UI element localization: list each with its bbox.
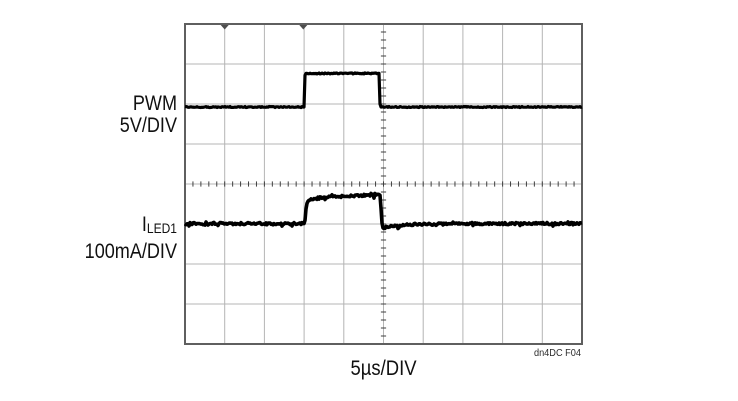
iled-trace-scale: 100mA/DIV bbox=[84, 240, 177, 264]
trigger-marker-icon bbox=[220, 25, 229, 30]
pwm-trace-label: PWM 5V/DIV bbox=[25, 93, 177, 137]
iled-symbol: I bbox=[141, 213, 147, 236]
trace-iled1 bbox=[183, 191, 583, 231]
figure-code: dn4DC F04 bbox=[533, 348, 581, 359]
iled-subscript: LED1 bbox=[146, 220, 177, 237]
graticule-border bbox=[184, 23, 583, 345]
scope-plot bbox=[183, 23, 584, 346]
iled-trace-label: ILED1 100mA/DIV bbox=[25, 213, 177, 263]
trace-pwm bbox=[184, 71, 583, 110]
top-edge-markers bbox=[220, 25, 308, 30]
scope-svg bbox=[183, 23, 583, 345]
time-scale-label: 5µs/DIV bbox=[350, 357, 417, 380]
pwm-trace-name: PWM bbox=[132, 92, 177, 115]
pwm-trace-scale: 5V/DIV bbox=[119, 114, 177, 137]
trigger-marker-icon bbox=[299, 25, 308, 30]
iled-trace-name: ILED1 bbox=[25, 213, 177, 240]
graticule-minor-ticks bbox=[184, 23, 583, 345]
